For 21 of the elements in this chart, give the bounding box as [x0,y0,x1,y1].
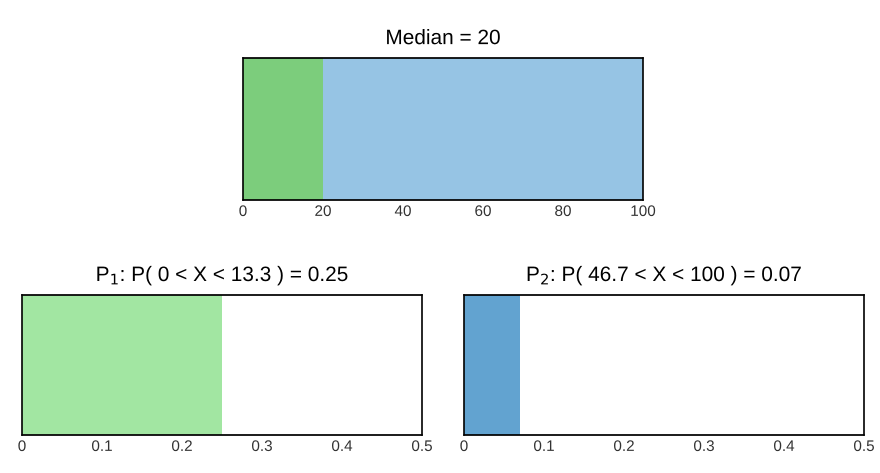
x-tick-label: 0 [18,440,26,452]
x-tick-label: 0.5 [854,440,874,452]
x-tick-label: 0.2 [172,440,192,452]
x-tick-label: 0.4 [774,440,794,452]
chart-title: P$_{1}$: P( 0 < X < 13.3 ) = 0.25 [97,266,348,286]
chart-title: P$_{2}$: P( 46.7 < X < 100 ) = 0.07 [528,266,801,286]
x-tick-label: 0.4 [332,440,352,452]
x-tick-label: 80 [555,205,571,216]
x-tick-label: 0 [239,205,247,216]
x-tick-label: 0.2 [614,440,634,452]
x-tick-label: 0 [460,440,468,452]
x-tick-label: 0.5 [412,440,432,452]
x-tick-label: 40 [394,205,411,216]
x-tick-label: 0.3 [694,440,714,452]
x-tick-label: 20 [315,205,331,216]
x-tick-label: 100 [631,205,656,216]
x-tick-label: 0.1 [534,440,554,452]
chart-title: Median = 20 [387,29,500,44]
x-tick-label: 0.3 [252,440,272,452]
x-tick-label: 60 [475,205,491,216]
x-tick-label: 0.1 [92,440,112,452]
